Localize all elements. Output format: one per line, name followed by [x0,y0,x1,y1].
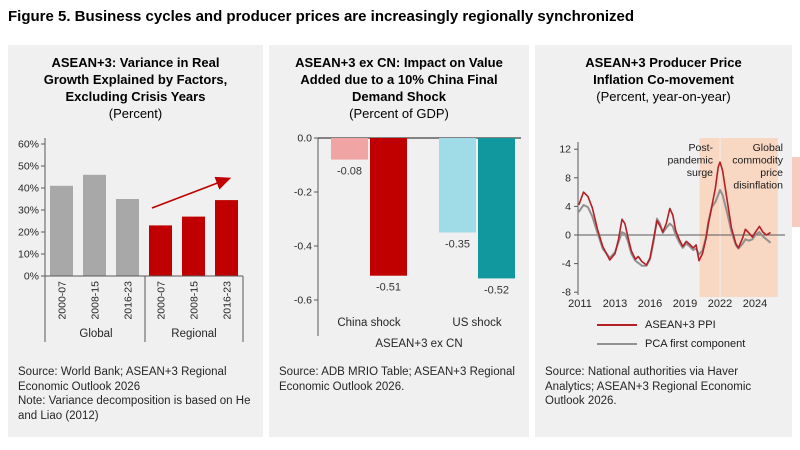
region-annotation-line: price [760,167,783,179]
x-tick-label: 2022 [708,298,732,310]
panel-2-source: Source: ADB MRIO Table; ASEAN+3 Regional… [279,365,519,394]
panel-1-source-text: Source: World Bank; ASEAN+3 Regional Eco… [18,366,227,393]
y-tick-label: 60% [18,139,39,151]
x-tick-label-rotated: 2008-15 [189,281,201,320]
legend-label-ppi: ASEAN+3 PPI [645,318,716,331]
panel-3-title-line1: ASEAN+3 Producer Price [585,55,742,70]
y-tick-label: 0.0 [297,133,312,145]
legend-item-ppi: ASEAN+3 PPI [597,315,745,334]
x-tick-label-rotated: 2016-23 [123,281,135,320]
region-annotation-line: surge [687,167,713,179]
chart1-svg: 0% 10% 20% 30% 40% 50% 60% 2000-07 2008-15 2016-2… [18,138,244,342]
y-tick-label: 50% [18,161,39,173]
legend-item-pca: PCA first component [597,334,745,353]
y-tick-label: -8 [562,287,571,299]
page-edge-highlight-fragment [792,157,800,227]
x-tick-label-rotated: 2008-15 [90,281,102,320]
panel-1-title-line2: Growth Explained by Factors, [43,72,228,87]
x-tick-label-rotated: 2000-07 [57,281,69,320]
region-annotation-line: pandemic [667,155,713,167]
y-tick-label: -0.6 [294,295,312,307]
panel-2-title-line2: Added due to a 10% China Final [300,72,498,87]
panel-2-title: ASEAN+3 ex CN: Impact on Value Added due… [273,54,525,122]
y-tick-label: 40% [18,183,39,195]
x-tick-label-rotated: 2016-23 [222,281,234,320]
group-label-global: Global [79,328,112,340]
bar-global-2016-23 [116,199,139,276]
bar-value-label: -0.35 [445,239,470,251]
group-label-china-shock: China shock [337,317,401,329]
bar-global-2008-15 [83,174,106,276]
panel-1-title-line3: Excluding Crisis Years [65,89,206,104]
panel-2-title-line1: ASEAN+3 ex CN: Impact on Value [295,55,503,70]
region-annotation-line: disinflation [733,180,783,192]
region-annotation-line: Global [753,142,783,154]
group-label-regional: Regional [171,328,216,340]
ppi-line-chart: Post-pandemic surge Global commodity price di… [535,130,792,318]
y-tick-label: -0.2 [294,187,312,199]
bar-value-label: -0.08 [337,166,362,178]
bar-regional-2000-07 [149,225,172,276]
panel-2-subtitle: (Percent of GDP) [349,106,449,121]
bar-global-2000-07 [50,185,73,276]
figure-title: Figure 5. Business cycles and producer p… [8,8,635,25]
chart-legend: ASEAN+3 PPI PCA first component [597,315,745,353]
panel-1-title-line1: ASEAN+3: Variance in Real [51,55,220,70]
bar-value-label: -0.52 [484,284,509,296]
y-tick-label: -0.4 [294,241,312,253]
x-tick-label: 2011 [568,298,592,310]
region-annotation-line: commodity [732,155,784,167]
upward-trend-arrow [151,176,232,209]
bar-regional-2008-15 [182,216,205,276]
line-asean+3-ppi [578,161,771,266]
panel-3-title: ASEAN+3 Producer Price Inflation Co-move… [539,54,788,105]
panel-2-source-text: Source: ADB MRIO Table; ASEAN+3 Regional… [279,366,515,393]
panel-ppi-comovement: ASEAN+3 Producer Price Inflation Co-move… [535,45,792,437]
demand-shock-bar-chart: 0.0 -0.2 -0.4 -0.6 -0.08 -0.51 -0.35 -0.52 China… [269,128,529,361]
y-tick-label: 0% [24,271,39,283]
x-tick-label: 2016 [638,298,662,310]
x-tick-label-rotated: 2000-07 [156,281,168,320]
legend-label-pca: PCA first component [645,337,746,350]
x-tick-label: 2013 [603,298,627,310]
y-tick-label: 12 [559,144,571,156]
panel-3-source: Source: National authorities via Haver A… [545,365,782,409]
y-tick-label: 4 [565,201,571,213]
ppi-line-swatch [597,323,637,326]
panel-demand-shock: ASEAN+3 ex CN: Impact on Value Added due… [269,45,529,437]
bar-regional-2016-23 [215,200,238,276]
y-tick-label: 20% [18,227,39,239]
x-axis-title: ASEAN+3 ex CN [375,338,462,350]
panel-3-source-text: Source: National authorities via Haver A… [545,366,752,407]
panel-1-title: ASEAN+3: Variance in Real Growth Explain… [12,54,259,122]
region-annotation-line: Post- [688,142,713,154]
panel-3-subtitle: (Percent, year-on-year) [596,89,731,104]
group-label-us-shock: US shock [452,317,501,329]
bar-china-shock-1 [370,138,407,276]
bar-us-shock-3 [478,138,515,279]
panel-1-source: Source: World Bank; ASEAN+3 Regional Eco… [18,365,253,423]
y-tick-label: -4 [562,258,571,270]
y-tick-label: 8 [565,172,571,184]
panel-1-subtitle: (Percent) [108,106,163,121]
chart2-svg: 0.0 -0.2 -0.4 -0.6 -0.08 -0.51 -0.35 -0.52 China… [294,133,521,350]
y-tick-label: 10% [18,249,39,261]
growth-variance-bar-chart: 0% 10% 20% 30% 40% 50% 60% 2000-07 2008-15 2016-2… [8,130,263,351]
bar-us-shock-2 [439,138,476,233]
panel-1-note-text: Note: Variance decomposition is based on… [18,395,251,422]
y-tick-label: 30% [18,205,39,217]
x-tick-label: 2024 [743,298,767,310]
panel-growth-variance: ASEAN+3: Variance in Real Growth Explain… [8,45,263,437]
panel-2-title-line3: Demand Shock [352,89,446,104]
y-tick-label: 0 [565,230,571,242]
panel-3-title-line2: Inflation Co-movement [593,72,734,87]
pca-line-swatch [597,342,637,345]
x-tick-label: 2019 [673,298,697,310]
bar-value-label: -0.51 [376,282,401,294]
bar-china-shock-0 [331,138,368,160]
